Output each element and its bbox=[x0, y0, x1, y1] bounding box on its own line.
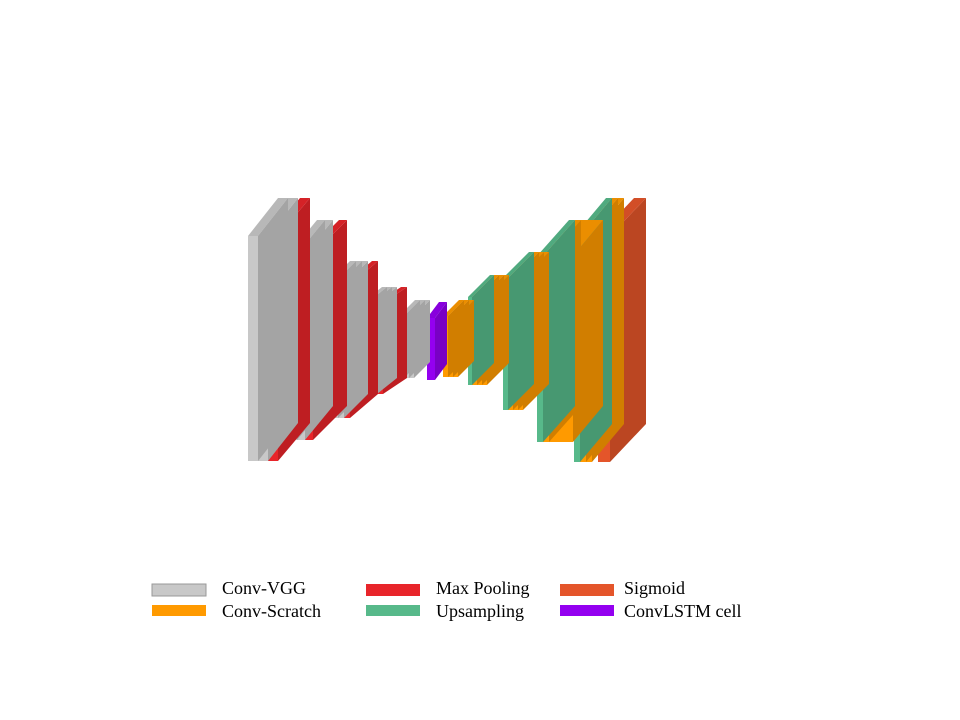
layer-side-face bbox=[258, 198, 288, 461]
legend-label-max-pooling: Max Pooling bbox=[436, 578, 530, 598]
layer-top-face bbox=[537, 220, 575, 256]
legend-label-sigmoid: Sigmoid bbox=[624, 578, 685, 598]
legend-label-convlstm: ConvLSTM cell bbox=[624, 601, 742, 621]
layer-side-face bbox=[448, 300, 464, 377]
legend-swatch-sigmoid bbox=[560, 584, 614, 596]
layer-top-face bbox=[503, 252, 534, 278]
legend-item-max-pooling: Max Pooling bbox=[366, 578, 530, 598]
legend-item-sigmoid: Sigmoid bbox=[560, 578, 685, 598]
layer-conv-vgg bbox=[248, 198, 288, 461]
layer-side-face bbox=[543, 220, 575, 442]
layer-top-face bbox=[427, 302, 447, 318]
legend-swatch-conv-scratch bbox=[152, 605, 206, 616]
legend-item-conv-scratch: Conv-Scratch bbox=[152, 601, 321, 621]
legend-swatch-upsampling bbox=[366, 605, 420, 616]
layer-side-face bbox=[435, 302, 447, 380]
layer-top-face bbox=[468, 275, 494, 297]
legend-label-upsampling: Upsampling bbox=[436, 601, 524, 621]
legend-item-upsampling: Upsampling bbox=[366, 601, 524, 621]
layer-side-face bbox=[472, 275, 494, 385]
layer-front-face bbox=[248, 236, 258, 461]
legend-item-conv-vgg: Conv-VGG bbox=[151, 578, 306, 598]
layer-top-face bbox=[443, 300, 464, 316]
legend-swatch-conv-vgg bbox=[151, 583, 207, 597]
layer-top-face bbox=[248, 198, 288, 236]
network-layers bbox=[248, 198, 646, 462]
legend-swatch-max-pooling bbox=[366, 584, 420, 596]
legend-label-conv-scratch: Conv-Scratch bbox=[222, 601, 321, 621]
legend-swatch-convlstm bbox=[560, 605, 614, 616]
legend-item-convlstm: ConvLSTM cell bbox=[560, 601, 742, 621]
layer-side-face bbox=[404, 300, 420, 378]
legend: Conv-VGG Conv-Scratch Max Pooling Upsamp… bbox=[151, 578, 742, 621]
layer-side-face bbox=[508, 252, 534, 410]
legend-label-conv-vgg: Conv-VGG bbox=[222, 578, 306, 598]
